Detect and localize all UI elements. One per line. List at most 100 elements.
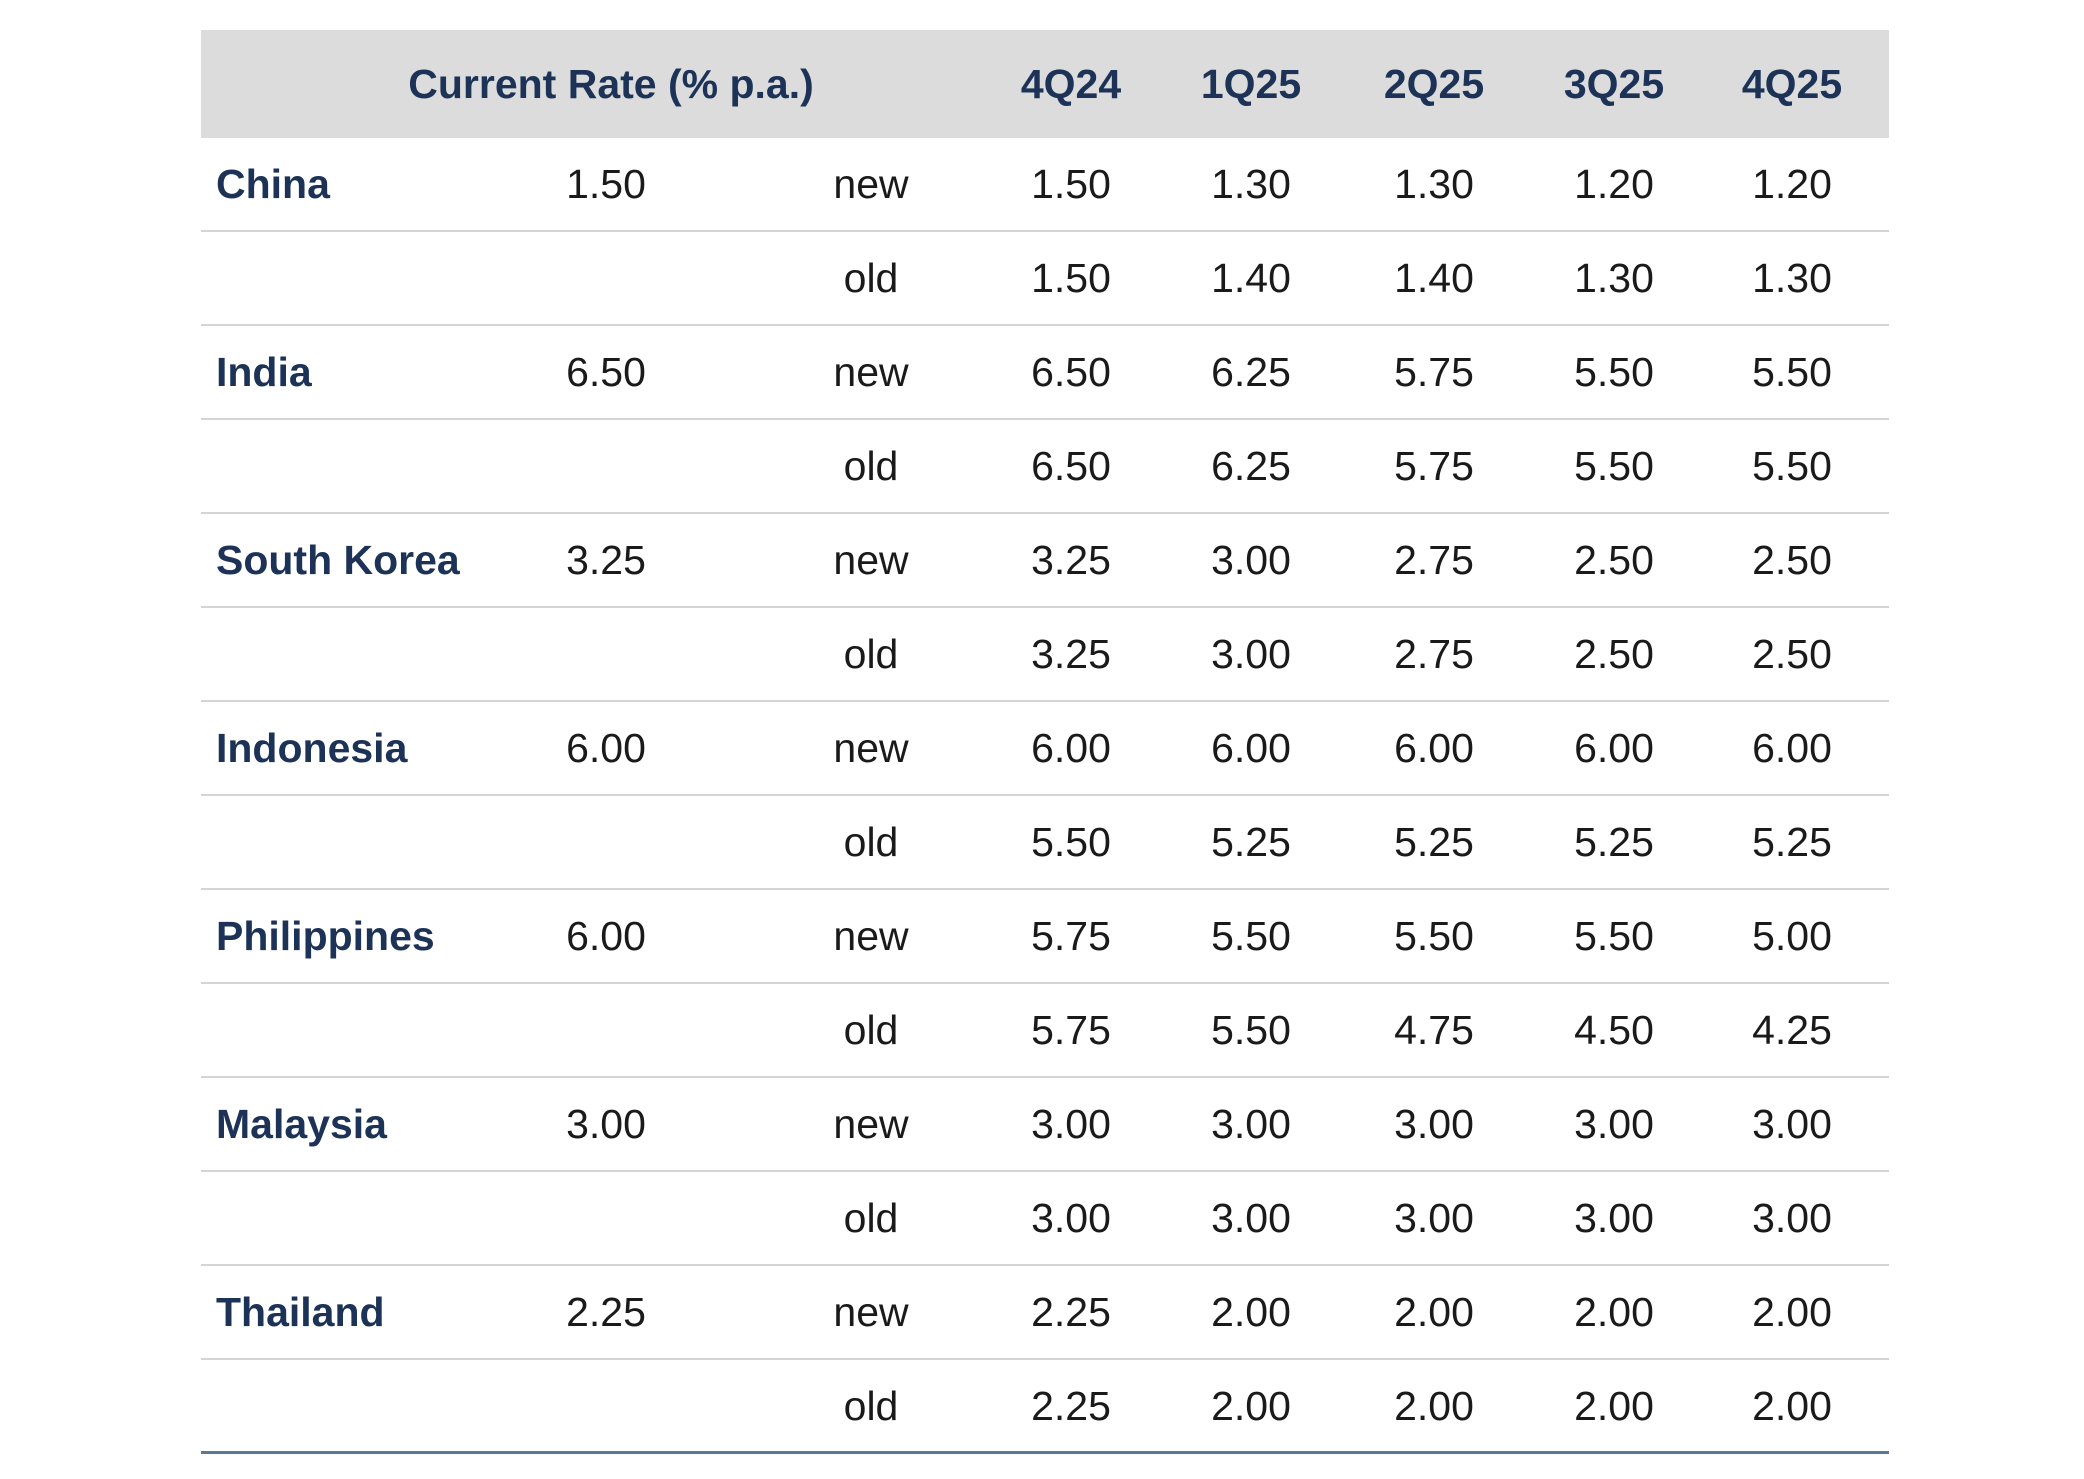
- value-2q25: 5.25: [1394, 819, 1474, 865]
- header-quarter-3q25: 3Q25: [1563, 61, 1665, 107]
- table-row: Indonesia 6.00 new 6.00 6.00 6.00 6.00 6.00: [201, 702, 1889, 796]
- value-4q25: 2.00: [1752, 1289, 1832, 1335]
- value-4q25: 3.00: [1752, 1195, 1832, 1241]
- value-1q25: 3.00: [1211, 1101, 1291, 1147]
- forecast-version-label: new: [833, 161, 909, 207]
- value-2q25: 4.75: [1394, 1007, 1474, 1053]
- current-rate-value: [481, 1172, 731, 1264]
- forecast-version-label: old: [843, 255, 899, 301]
- value-2q25: 5.75: [1394, 443, 1474, 489]
- value-2q25: 3.00: [1394, 1101, 1474, 1147]
- table-row: old 1.50 1.40 1.40 1.30 1.30: [201, 232, 1889, 326]
- forecast-version-label: old: [843, 1195, 899, 1241]
- table-row: old 6.50 6.25 5.75 5.50 5.50: [201, 420, 1889, 514]
- current-rate-value: 6.50: [566, 349, 646, 395]
- value-2q25: 2.75: [1394, 631, 1474, 677]
- value-2q25: 3.00: [1394, 1195, 1474, 1241]
- table-row: old 5.50 5.25 5.25 5.25 5.25: [201, 796, 1889, 890]
- forecast-version-label: new: [833, 349, 909, 395]
- current-rate-value: [481, 796, 731, 888]
- country-name: South Korea: [216, 537, 460, 583]
- value-4q25: 6.00: [1752, 725, 1832, 771]
- value-3q25: 4.50: [1574, 1007, 1654, 1053]
- value-3q25: 1.20: [1574, 161, 1654, 207]
- current-rate-value: [481, 1360, 731, 1452]
- value-2q25: 2.00: [1394, 1289, 1474, 1335]
- value-4q25: 5.25: [1752, 819, 1832, 865]
- value-1q25: 3.00: [1211, 537, 1291, 583]
- value-4q24: 1.50: [1031, 161, 1111, 207]
- table-body: China 1.50 new 1.50 1.30 1.30 1.20 1.20 old 1.50 1…: [201, 138, 1889, 1454]
- current-rate-value: 3.00: [566, 1101, 646, 1147]
- value-1q25: 3.00: [1211, 1195, 1291, 1241]
- table-row: Malaysia 3.00 new 3.00 3.00 3.00 3.00 3.00: [201, 1078, 1889, 1172]
- country-name: Philippines: [216, 913, 435, 959]
- country-name: Thailand: [216, 1289, 385, 1335]
- forecast-version-label: new: [833, 537, 909, 583]
- value-1q25: 2.00: [1211, 1289, 1291, 1335]
- value-3q25: 3.00: [1574, 1195, 1654, 1241]
- value-2q25: 1.30: [1394, 161, 1474, 207]
- value-3q25: 2.50: [1574, 537, 1654, 583]
- value-4q24: 3.25: [1031, 537, 1111, 583]
- value-4q25: 5.50: [1752, 349, 1832, 395]
- value-2q25: 5.50: [1394, 913, 1474, 959]
- header-quarter-4q24: 4Q24: [1020, 61, 1122, 107]
- table-row: South Korea 3.25 new 3.25 3.00 2.75 2.50 2.50: [201, 514, 1889, 608]
- value-3q25: 5.50: [1574, 349, 1654, 395]
- value-1q25: 6.00: [1211, 725, 1291, 771]
- forecast-version-label: old: [843, 819, 899, 865]
- forecast-version-label: old: [843, 631, 899, 677]
- forecast-version-label: new: [833, 913, 909, 959]
- table-row: China 1.50 new 1.50 1.30 1.30 1.20 1.20: [201, 138, 1889, 232]
- value-4q24: 3.25: [1031, 631, 1111, 677]
- value-3q25: 3.00: [1574, 1101, 1654, 1147]
- value-3q25: 5.25: [1574, 819, 1654, 865]
- value-1q25: 2.00: [1211, 1383, 1291, 1429]
- value-4q24: 2.25: [1031, 1289, 1111, 1335]
- table-header: Current Rate (% p.a.) 4Q24 1Q25 2Q25 3Q2…: [201, 30, 1889, 138]
- value-3q25: 5.50: [1574, 443, 1654, 489]
- current-rate-value: [481, 232, 731, 324]
- value-4q24: 6.00: [1031, 725, 1111, 771]
- country-name: China: [216, 161, 330, 207]
- table-row: old 2.25 2.00 2.00 2.00 2.00: [201, 1360, 1889, 1454]
- header-quarter-1q25: 1Q25: [1200, 61, 1302, 107]
- value-3q25: 1.30: [1574, 255, 1654, 301]
- value-4q24: 5.75: [1031, 913, 1111, 959]
- current-rate-value: [481, 608, 731, 700]
- value-2q25: 1.40: [1394, 255, 1474, 301]
- current-rate-value: 3.25: [566, 537, 646, 583]
- country-name: Malaysia: [216, 1101, 387, 1147]
- header-current-rate: Current Rate (% p.a.): [408, 61, 814, 107]
- value-4q24: 5.50: [1031, 819, 1111, 865]
- header-quarter-4q25: 4Q25: [1741, 61, 1843, 107]
- value-4q25: 2.50: [1752, 537, 1832, 583]
- value-4q25: 1.20: [1752, 161, 1832, 207]
- value-3q25: 2.00: [1574, 1289, 1654, 1335]
- value-1q25: 1.30: [1211, 161, 1291, 207]
- value-4q24: 2.25: [1031, 1383, 1111, 1429]
- value-3q25: 6.00: [1574, 725, 1654, 771]
- value-4q25: 2.00: [1752, 1383, 1832, 1429]
- current-rate-value: 6.00: [566, 725, 646, 771]
- value-4q24: 1.50: [1031, 255, 1111, 301]
- current-rate-value: [481, 420, 731, 512]
- value-4q25: 5.50: [1752, 443, 1832, 489]
- value-1q25: 6.25: [1211, 349, 1291, 395]
- value-4q24: 3.00: [1031, 1101, 1111, 1147]
- forecast-version-label: old: [843, 1383, 899, 1429]
- value-2q25: 2.75: [1394, 537, 1474, 583]
- table-row: Philippines 6.00 new 5.75 5.50 5.50 5.50 5.00: [201, 890, 1889, 984]
- value-2q25: 2.00: [1394, 1383, 1474, 1429]
- value-4q25: 2.50: [1752, 631, 1832, 677]
- table-row: old 3.00 3.00 3.00 3.00 3.00: [201, 1172, 1889, 1266]
- forecast-version-label: new: [833, 1289, 909, 1335]
- value-4q25: 5.00: [1752, 913, 1832, 959]
- value-3q25: 2.50: [1574, 631, 1654, 677]
- value-1q25: 5.50: [1211, 913, 1291, 959]
- value-4q25: 3.00: [1752, 1101, 1832, 1147]
- value-1q25: 3.00: [1211, 631, 1291, 677]
- forecast-version-label: new: [833, 1101, 909, 1147]
- country-name: Indonesia: [216, 725, 408, 771]
